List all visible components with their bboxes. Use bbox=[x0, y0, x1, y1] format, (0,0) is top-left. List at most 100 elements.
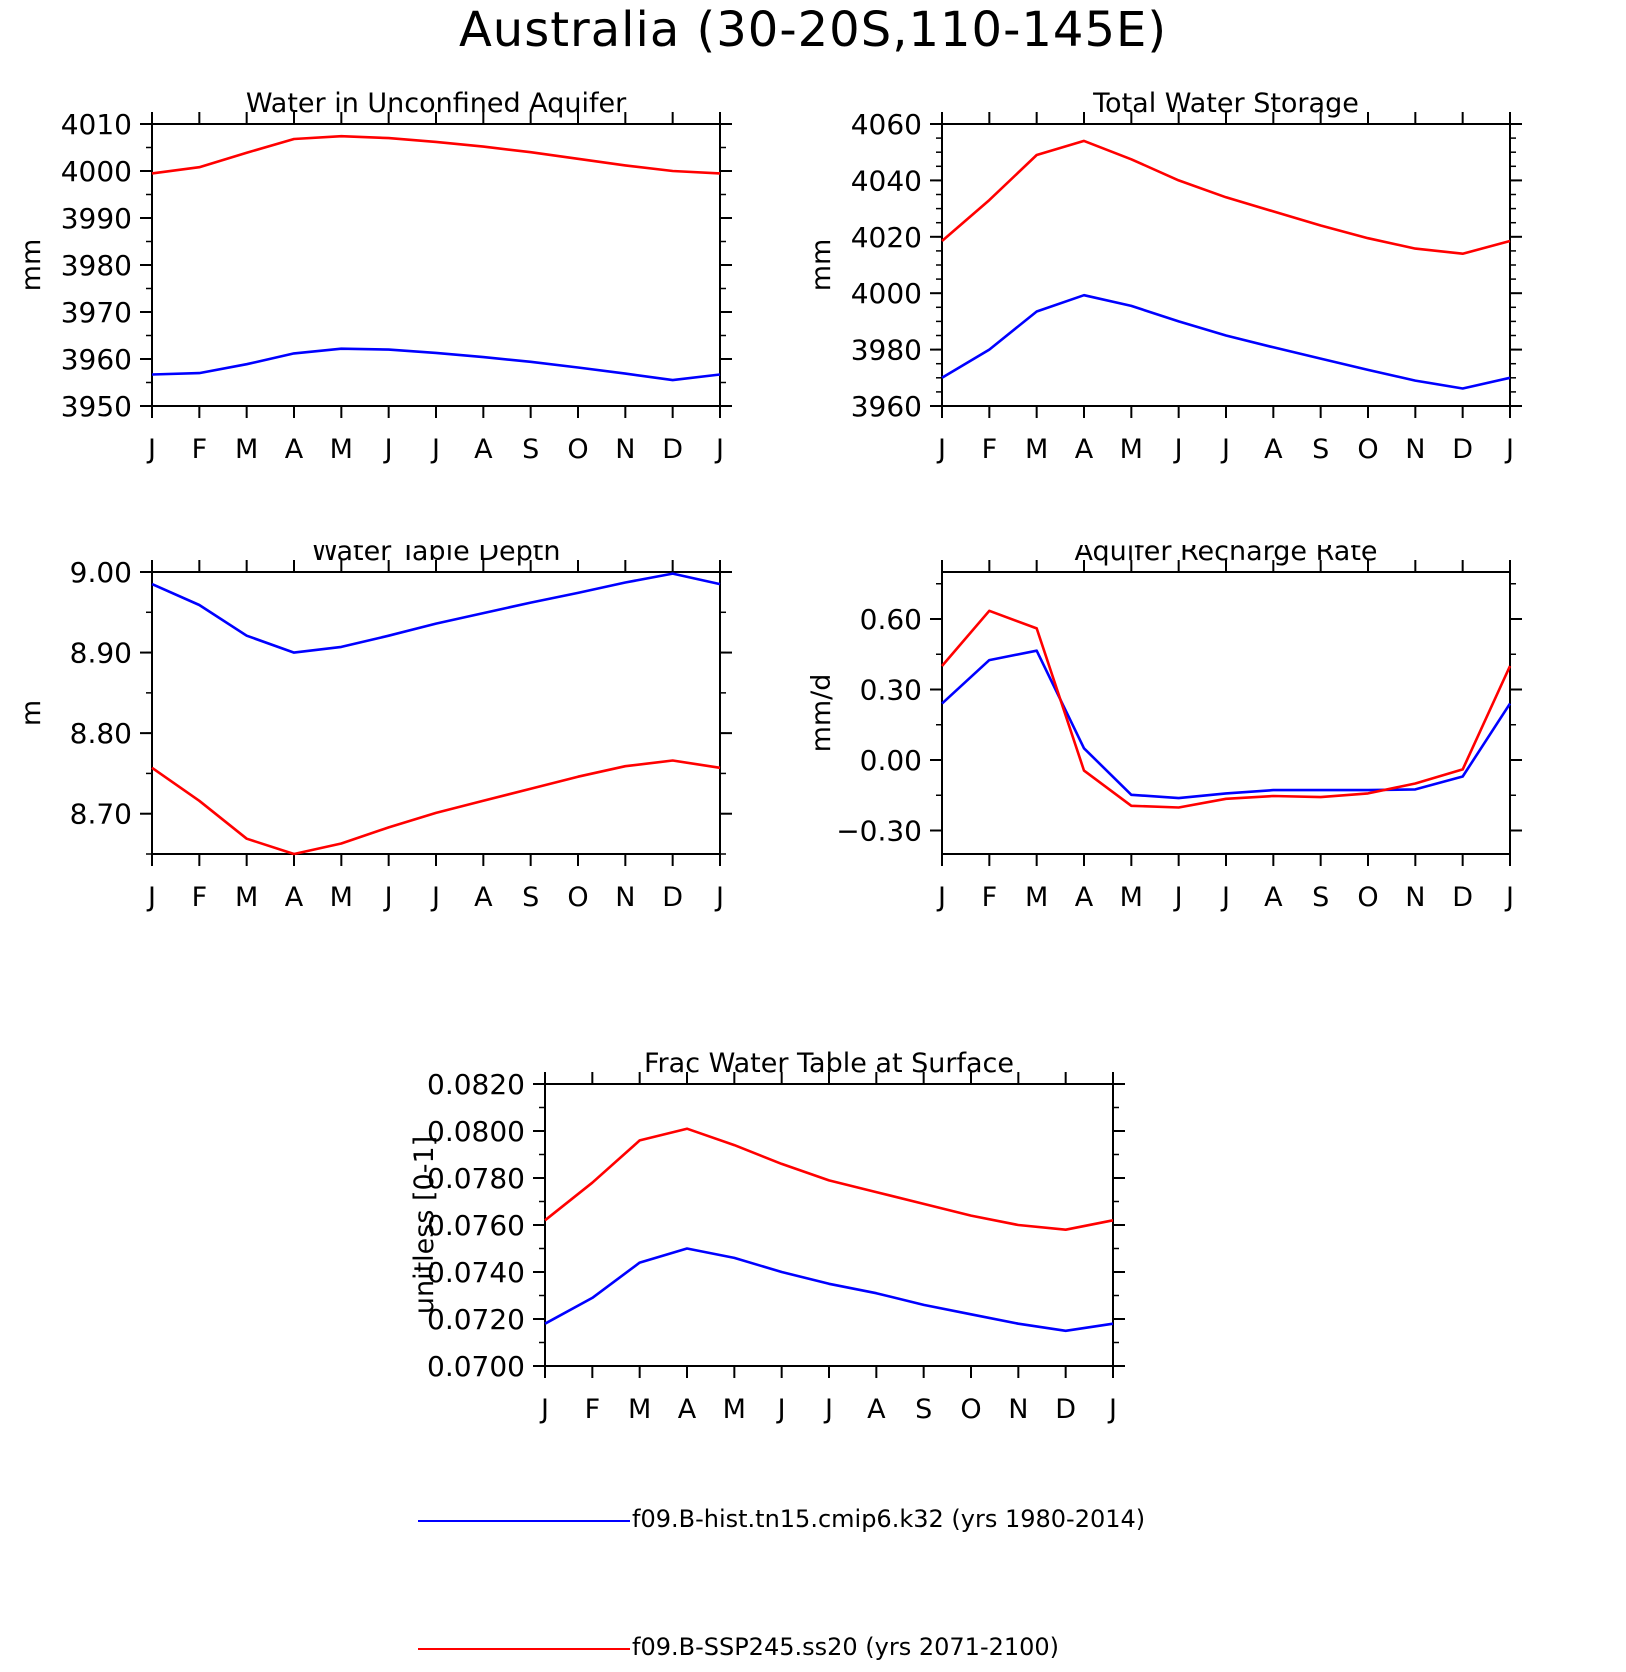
x-tick-label: A bbox=[285, 882, 304, 913]
x-tick-label: S bbox=[915, 1394, 932, 1425]
x-tick-label: M bbox=[330, 882, 353, 913]
x-tick-label: O bbox=[1357, 434, 1378, 465]
x-tick-label: M bbox=[330, 434, 353, 465]
series-line-hist bbox=[544, 1247, 1114, 1333]
x-tick-label: J bbox=[430, 882, 440, 913]
x-tick-label: O bbox=[960, 1394, 981, 1425]
x-tick-label: J bbox=[714, 882, 724, 913]
x-tick-label: A bbox=[1075, 882, 1094, 913]
x-tick-label: M bbox=[235, 434, 258, 465]
x-tick-label: J bbox=[1173, 434, 1183, 465]
plot-area: Water in Unconfined Aquifermm39503960397… bbox=[16, 88, 732, 465]
y-tick-label: 0.60 bbox=[860, 603, 922, 636]
y-tick-label: 3980 bbox=[851, 334, 922, 367]
x-tick-label: A bbox=[678, 1394, 697, 1425]
series-line-hist bbox=[941, 649, 1512, 800]
x-tick-label: J bbox=[146, 434, 156, 465]
x-tick-label: N bbox=[1008, 1394, 1028, 1425]
x-tick-label: J bbox=[1107, 1394, 1117, 1425]
x-tick-label: D bbox=[662, 882, 683, 913]
series-line-ssp bbox=[151, 759, 721, 856]
x-tick-label: J bbox=[1220, 882, 1230, 913]
y-tick-label: 8.80 bbox=[70, 717, 132, 750]
y-tick-label: 4000 bbox=[61, 155, 132, 188]
x-tick-label: S bbox=[522, 434, 539, 465]
x-tick-label: M bbox=[1120, 434, 1143, 465]
series-line-ssp bbox=[544, 1127, 1114, 1231]
plot-area: Total Water Storagemm3960398040004020404… bbox=[810, 88, 1522, 465]
y-tick-label: 0.0800 bbox=[427, 1115, 525, 1148]
y-tick-label: 4010 bbox=[61, 108, 132, 141]
plot-water-in-unconfined-aquifer: Water in Unconfined Aquifermm39503960397… bbox=[16, 88, 732, 465]
x-tick-label: S bbox=[522, 882, 539, 913]
y-tick-label: 3960 bbox=[851, 390, 922, 423]
plot-frame bbox=[941, 571, 1511, 855]
series-line-hist bbox=[151, 347, 721, 382]
y-tick-label: 4060 bbox=[851, 108, 922, 141]
x-tick-label: A bbox=[474, 434, 493, 465]
x-tick-label: M bbox=[723, 1394, 746, 1425]
legend-item-ssp: f09.B-SSP245.ss20 (yrs 2071-2100) bbox=[410, 1633, 1310, 1663]
x-tick-label: O bbox=[567, 882, 588, 913]
x-tick-label: A bbox=[1264, 434, 1283, 465]
x-tick-label: F bbox=[982, 882, 998, 913]
x-tick-label: M bbox=[1120, 882, 1143, 913]
legend-label-hist: f09.B-hist.tn15.cmip6.k32 (yrs 1980-2014… bbox=[632, 1505, 1146, 1533]
x-tick-label: N bbox=[1405, 882, 1425, 913]
series-line-ssp bbox=[941, 609, 1512, 809]
y-tick-label: 0.0720 bbox=[427, 1303, 525, 1336]
x-tick-label: F bbox=[585, 1394, 601, 1425]
x-tick-label: J bbox=[714, 434, 724, 465]
y-tick-label: 3950 bbox=[61, 390, 132, 423]
legend: f09.B-hist.tn15.cmip6.k32 (yrs 1980-2014… bbox=[410, 1505, 1310, 1665]
y-tick-label: 3990 bbox=[61, 202, 132, 235]
plot-title: Aquifer Recharge Rate bbox=[1074, 545, 1377, 567]
y-tick-label: 0.0760 bbox=[427, 1209, 525, 1242]
x-tick-label: F bbox=[982, 434, 998, 465]
y-tick-label: 4020 bbox=[851, 221, 922, 254]
series-line-ssp bbox=[151, 134, 721, 175]
page-title: Australia (30-20S,110-145E) bbox=[458, 2, 1168, 58]
y-tick-label: 9.00 bbox=[70, 556, 132, 589]
plot-total-water-storage: Total Water Storagemm3960398040004020404… bbox=[810, 88, 1522, 465]
y-tick-label: 4000 bbox=[851, 277, 922, 310]
y-tick-label: 4040 bbox=[851, 164, 922, 197]
x-tick-label: M bbox=[1025, 882, 1048, 913]
plot-aquifer-recharge-rate: Aquifer Recharge Rate mm/d −0.30 0.00 0.30 0.… bbox=[810, 545, 1522, 913]
x-tick-label: J bbox=[430, 434, 440, 465]
x-tick-label: D bbox=[662, 434, 683, 465]
y-tick-label: 3960 bbox=[61, 343, 132, 376]
series-line-hist bbox=[941, 293, 1511, 390]
series-line-hist bbox=[151, 572, 721, 654]
x-tick-label: A bbox=[474, 882, 493, 913]
y-tick-label: 0.30 bbox=[860, 674, 922, 707]
x-tick-label: M bbox=[1025, 434, 1048, 465]
y-tick-label: 3980 bbox=[61, 249, 132, 282]
x-tick-label: J bbox=[383, 434, 393, 465]
y-axis-label: unitless [0-1] bbox=[409, 1136, 440, 1314]
x-tick-label: M bbox=[235, 882, 258, 913]
x-tick-label: J bbox=[539, 1394, 549, 1425]
y-tick-label: 0.00 bbox=[860, 744, 922, 777]
x-tick-label: F bbox=[192, 434, 208, 465]
x-tick-label: N bbox=[615, 434, 635, 465]
x-tick-label: F bbox=[192, 882, 208, 913]
x-tick-label: O bbox=[1357, 882, 1378, 913]
x-tick-label: J bbox=[1220, 434, 1230, 465]
x-tick-label: J bbox=[1173, 882, 1183, 913]
x-tick-label: J bbox=[146, 882, 156, 913]
series-line-ssp bbox=[941, 139, 1511, 255]
x-tick-label: S bbox=[1312, 882, 1329, 913]
x-tick-label: A bbox=[1075, 434, 1094, 465]
plot-frame bbox=[941, 123, 1511, 407]
legend-line-hist bbox=[418, 1520, 630, 1522]
y-tick-label: 0.0780 bbox=[427, 1162, 525, 1195]
x-tick-label: J bbox=[936, 434, 946, 465]
legend-item-hist: f09.B-hist.tn15.cmip6.k32 (yrs 1980-2014… bbox=[410, 1505, 1310, 1535]
x-tick-label: D bbox=[1452, 882, 1473, 913]
x-tick-label: J bbox=[823, 1394, 833, 1425]
x-tick-label: O bbox=[567, 434, 588, 465]
